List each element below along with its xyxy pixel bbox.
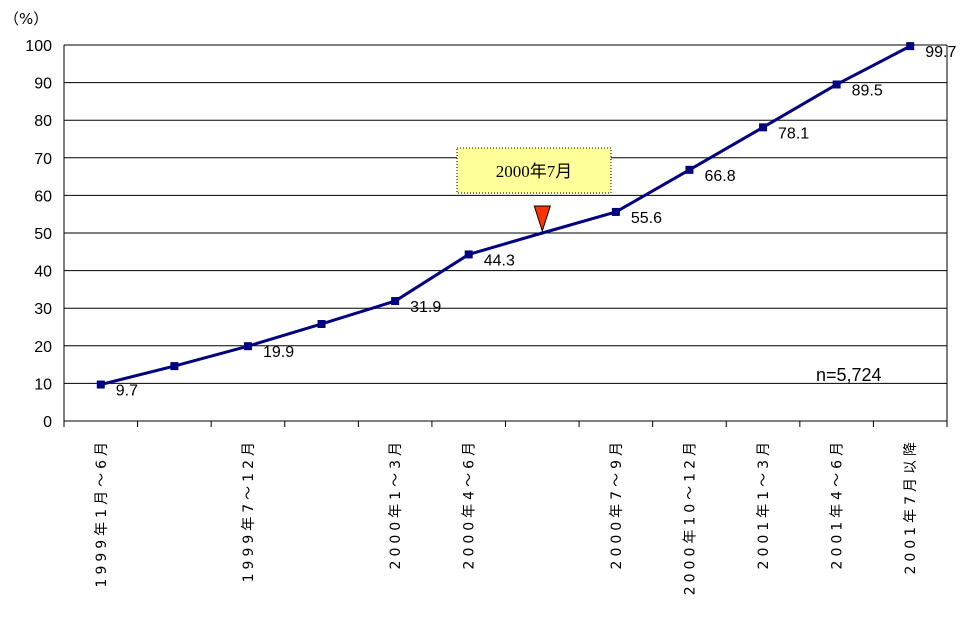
y-tick-label: 50 bbox=[34, 226, 52, 243]
data-point bbox=[759, 123, 768, 132]
x-tick-label: 2001年4～6月 bbox=[830, 438, 846, 569]
x-tick-labels: 1999年1月～6月 1999年7～12月 2000年1～3月 2000年4～6月 20… bbox=[94, 438, 919, 595]
annotation-text: 2000年7月 bbox=[496, 162, 573, 181]
annotation-box bbox=[456, 147, 612, 194]
data-label: 55.6 bbox=[631, 210, 662, 227]
series-line bbox=[100, 44, 911, 386]
y-tick-label: 80 bbox=[34, 113, 52, 130]
y-tick-label: 60 bbox=[34, 188, 52, 205]
axes bbox=[63, 45, 948, 427]
data-label: 31.9 bbox=[410, 299, 441, 316]
data-point bbox=[906, 42, 915, 51]
y-tick-label: 10 bbox=[34, 376, 52, 393]
data-label: 78.1 bbox=[778, 125, 809, 142]
x-tick-label: 2001年1～3月 bbox=[756, 438, 772, 569]
data-label: 89.5 bbox=[852, 82, 883, 99]
data-point bbox=[611, 207, 620, 216]
data-label: 19.9 bbox=[263, 344, 294, 361]
data-point bbox=[391, 297, 400, 306]
x-tick-label: 2001年7月以降 bbox=[903, 438, 919, 575]
data-label: 9.7 bbox=[116, 383, 138, 400]
x-tick-label: 2000年1～3月 bbox=[388, 438, 404, 569]
y-tick-label: 40 bbox=[34, 264, 52, 281]
gridlines bbox=[64, 44, 947, 384]
data-point bbox=[685, 165, 694, 174]
x-tick-label: 2000年10～12月 bbox=[682, 438, 698, 595]
data-label: 66.8 bbox=[704, 168, 735, 185]
x-tick-label: 2000年7～9月 bbox=[609, 438, 625, 569]
data-point bbox=[464, 250, 473, 259]
data-label: 99.7 bbox=[925, 44, 956, 61]
y-tick-label: 20 bbox=[34, 339, 52, 356]
data-labels: 9.7 19.9 31.9 44.3 55.6 66.8 78.1 89.5 99.7 bbox=[116, 44, 957, 399]
x-tick-label: 2000年4～6月 bbox=[462, 438, 478, 569]
data-label: 44.3 bbox=[484, 252, 515, 269]
x-tick-label: 1999年7～12月 bbox=[241, 438, 257, 582]
series-line-path bbox=[100, 44, 911, 386]
y-tick-label: 30 bbox=[34, 301, 52, 318]
annotation-marker bbox=[533, 205, 551, 233]
data-point bbox=[170, 362, 179, 371]
annotation: 2000年7月 bbox=[456, 147, 612, 233]
y-tick-label: 90 bbox=[34, 76, 52, 93]
y-axis-unit-label: （%） bbox=[4, 10, 48, 28]
x-tick-label: 1999年1月～6月 bbox=[94, 438, 110, 587]
data-point bbox=[96, 380, 105, 389]
y-tick-label: 100 bbox=[25, 38, 52, 55]
sample-size-note: n=5,724 bbox=[816, 365, 882, 385]
y-tick-label: 70 bbox=[34, 151, 52, 168]
y-tick-label: 0 bbox=[43, 414, 52, 431]
data-point bbox=[317, 319, 326, 328]
series-markers bbox=[96, 42, 915, 389]
data-point bbox=[832, 80, 841, 89]
y-tick-labels: 0 10 20 30 40 50 60 70 80 90 100 bbox=[25, 38, 52, 431]
data-point bbox=[243, 342, 252, 351]
